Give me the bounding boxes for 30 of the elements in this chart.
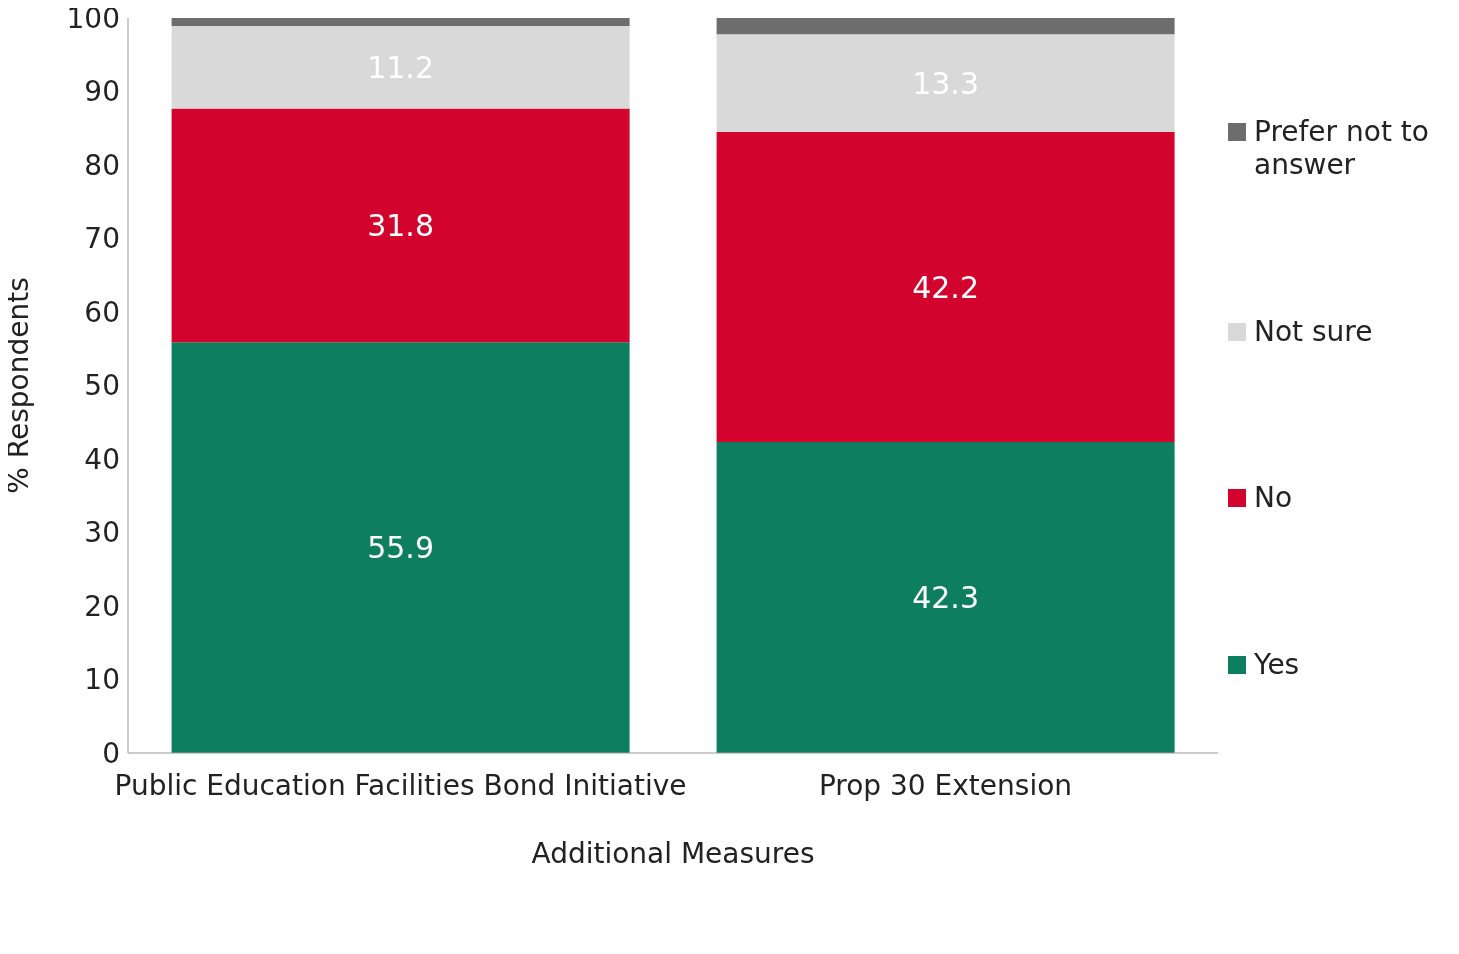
bar [171,26,630,109]
bar [171,108,630,343]
y-tick-label: 0 [102,736,120,770]
bar [716,18,1175,35]
data-label: 31.8 [367,207,434,243]
data-label: 42.3 [912,580,979,616]
bar [716,131,1175,443]
legend-label: Prefer not to answer [1254,114,1430,181]
legend-label: No [1254,481,1293,515]
x-tick-label: Public Education Facilities Bond Initiative [114,768,687,802]
y-tick-label: 100 [66,1,120,35]
legend-label: Not sure [1254,314,1373,348]
bar [171,342,630,753]
bar [171,18,630,27]
x-axis-title: Additional Measures [531,837,815,870]
y-tick-label: 40 [84,442,120,476]
y-tick-label: 30 [84,516,120,550]
legend-label: Yes [1254,648,1300,682]
y-tick-label: 50 [84,369,120,403]
x-tick-label: Prop 30 Extension [818,768,1073,802]
bar [716,442,1175,753]
y-tick-label: 70 [84,222,120,256]
y-tick-label: 80 [84,148,120,182]
y-tick-label: 10 [84,663,120,697]
y-tick-label: 90 [84,75,120,109]
data-label: 42.2 [912,269,979,305]
y-tick-label: 20 [84,589,120,623]
data-label: 55.9 [367,530,434,566]
bar [716,34,1175,132]
y-tick-label: 60 [84,295,120,329]
